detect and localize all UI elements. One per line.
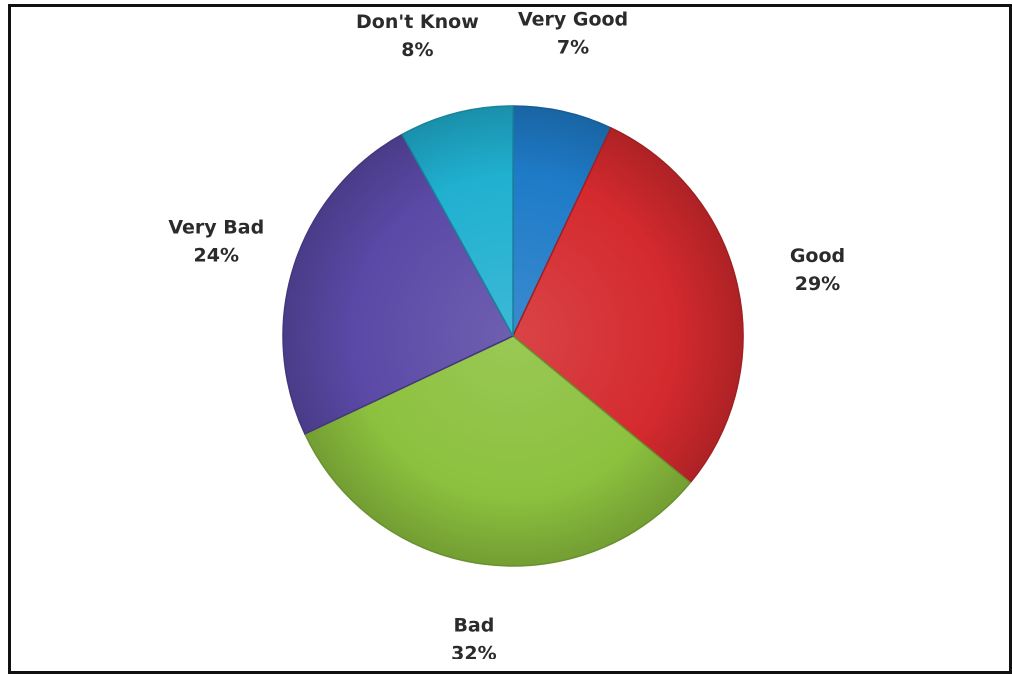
category-label: Good (790, 245, 845, 267)
data-label-good: Good 29% (790, 245, 845, 295)
pie-slice-very-good (512, 105, 612, 337)
value-label: 7% (557, 37, 589, 59)
data-label-very-good: Very Good 7% (518, 9, 628, 59)
pie-slices (282, 105, 744, 567)
pie-slice-good (512, 126, 744, 484)
category-label: Very Good (518, 9, 628, 31)
value-label: 32% (451, 643, 496, 659)
pie-slice-bad (303, 335, 692, 567)
value-label: 8% (401, 39, 433, 61)
value-label: 24% (194, 245, 239, 267)
data-label-very-bad: Very Bad 24% (168, 217, 264, 267)
pie-chart: Very Good 7% Good 29% Bad 32% Very Bad 24% Don't… (168, 9, 845, 659)
category-label: Don't Know (356, 11, 479, 33)
data-label-bad: Bad 32% (451, 615, 496, 659)
category-label: Bad (453, 615, 494, 637)
category-label: Very Bad (168, 217, 264, 239)
value-label: 29% (795, 273, 840, 295)
pie-labels: Very Good 7% Good 29% Bad 32% Very Bad 24% Don't… (168, 9, 845, 659)
pie-slice-very-bad (282, 133, 515, 435)
data-label-don-t-know: Don't Know 8% (356, 11, 479, 61)
pie-slice-don-t-know (401, 105, 514, 337)
